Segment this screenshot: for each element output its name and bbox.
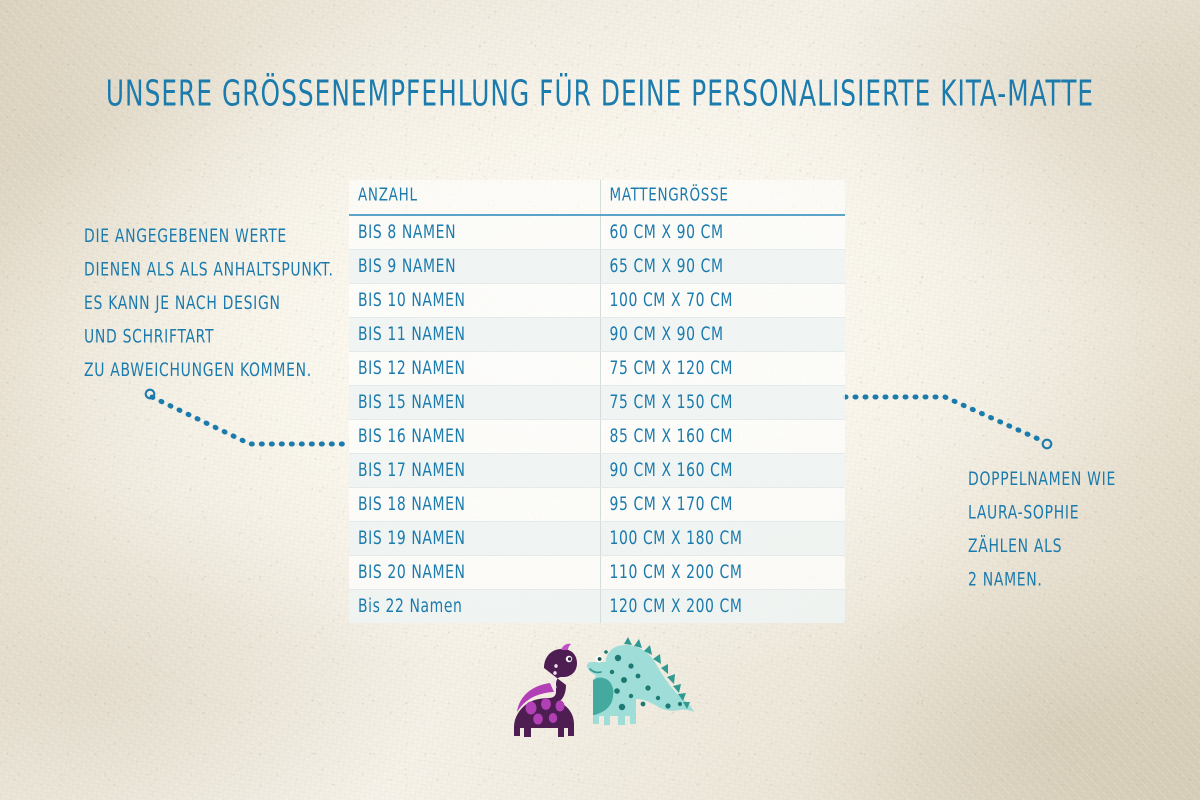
cell-groesse: 100 cm x 70 cm	[599, 283, 845, 318]
column-header-mattengroesse: Mattengröße	[599, 180, 845, 216]
note-left-line-1: Die angegebenen Werte	[84, 225, 287, 247]
cell-anzahl: Bis 10 Namen	[349, 283, 600, 318]
note-left-line-2: dienen als als Anhaltspunkt.	[84, 258, 334, 281]
note-left-line-5: zu Abweichungen kommen.	[84, 359, 312, 381]
cell-groesse: 120 cm x 200 cm	[599, 589, 845, 623]
table-row: Bis 9 Namen 65 cm x 90 cm	[349, 249, 845, 284]
table-body: Bis 8 Namen 60 cm x 90 cm Bis 9 Namen 65…	[349, 215, 845, 623]
note-right: Doppelnamen wie Laura-Sophie zählen als …	[968, 462, 1116, 596]
table-row: Bis 20 Namen 110 cm x 200 cm	[349, 555, 845, 590]
cell-anzahl: Bis 9 Namen	[349, 249, 600, 284]
note-right-line-4: 2 Namen.	[968, 568, 1043, 591]
page-title: UNSERE GRÖßENEMPFEHLUNG FÜR DEINE PERSON…	[105, 72, 1095, 115]
cell-groesse: 90 cm x 160 cm	[599, 453, 845, 488]
note-right-line-3: zählen als	[968, 535, 1063, 557]
note-right-line-1: Doppelnamen wie	[968, 468, 1116, 490]
table-row: Bis 16 Namen 85 cm x 160 cm	[349, 419, 845, 454]
cell-groesse: 75 cm x 120 cm	[599, 351, 845, 386]
cell-groesse: 75 cm x 150 cm	[599, 385, 845, 420]
note-left: Die angegebenen Werte dienen als als Anh…	[84, 219, 334, 387]
cell-anzahl: Bis 22 Namen	[349, 589, 600, 623]
cell-anzahl: Bis 15 Namen	[349, 385, 600, 420]
cell-anzahl: Bis 11 Namen	[349, 317, 600, 352]
cell-anzahl: Bis 17 Namen	[349, 453, 600, 488]
table-row: Bis 22 Namen 120 cm x 200 cm	[349, 589, 845, 623]
table-row: Bis 10 Namen 100 cm x 70 cm	[349, 283, 845, 318]
cell-anzahl: Bis 12 Namen	[349, 351, 600, 386]
table-row: Bis 15 Namen 75 cm x 150 cm	[349, 385, 845, 420]
note-right-line-2: Laura-Sophie	[968, 501, 1080, 524]
cell-anzahl: Bis 8 Namen	[349, 215, 600, 250]
teal-spiky-dinosaur-icon	[586, 637, 694, 725]
table-row: Bis 8 Namen 60 cm x 90 cm	[349, 215, 845, 250]
column-header-anzahl: Anzahl	[349, 180, 600, 216]
note-left-line-3: Es kann je nach Design	[84, 292, 281, 314]
note-left-line-4: und Schriftart	[84, 325, 215, 348]
size-recommendation-table: Anzahl Mattengröße Bis 8 Namen 60 cm x 9…	[349, 180, 845, 623]
cell-groesse: 110 cm x 200 cm	[599, 555, 845, 590]
cell-groesse: 100 cm x 180 cm	[599, 521, 845, 556]
cell-groesse: 60 cm x 90 cm	[599, 215, 845, 250]
table-header-row: Anzahl Mattengröße	[349, 180, 845, 216]
cell-groesse: 85 cm x 160 cm	[599, 419, 845, 454]
table-row: Bis 12 Namen 75 cm x 120 cm	[349, 351, 845, 386]
table-row: Bis 18 Namen 95 cm x 170 cm	[349, 487, 845, 522]
cell-anzahl: Bis 16 Namen	[349, 419, 600, 454]
table-row: Bis 11 Namen 90 cm x 90 cm	[349, 317, 845, 352]
table-row: Bis 17 Namen 90 cm x 160 cm	[349, 453, 845, 488]
cell-groesse: 65 cm x 90 cm	[599, 249, 845, 284]
cell-groesse: 95 cm x 170 cm	[599, 487, 845, 522]
cell-anzahl: Bis 19 Namen	[349, 521, 600, 556]
purple-brontosaurus-icon	[514, 643, 577, 737]
table-row: Bis 19 Namen 100 cm x 180 cm	[349, 521, 845, 556]
size-table-container: Anzahl Mattengröße Bis 8 Namen 60 cm x 9…	[349, 180, 845, 623]
dinosaur-illustration	[514, 637, 694, 737]
cell-anzahl: Bis 20 Namen	[349, 555, 600, 590]
cell-anzahl: Bis 18 Namen	[349, 487, 600, 522]
cell-groesse: 90 cm x 90 cm	[599, 317, 845, 352]
